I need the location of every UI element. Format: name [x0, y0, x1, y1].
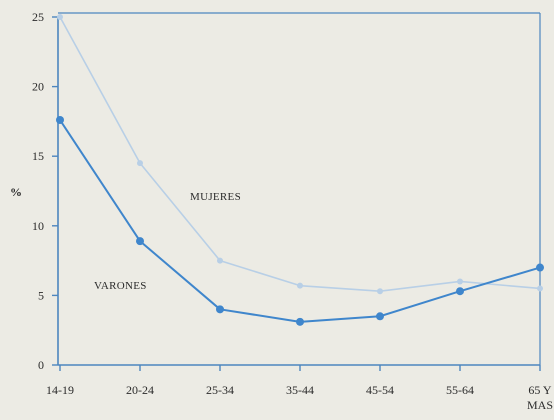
data-point [57, 14, 63, 20]
data-point [377, 288, 383, 295]
plot-frame [57, 12, 541, 366]
data-point [537, 285, 543, 292]
data-point [536, 263, 544, 272]
data-point [56, 116, 64, 125]
data-point [217, 257, 223, 264]
series-mujeres: MUJERES [57, 14, 543, 295]
series-label: MUJERES [190, 191, 241, 203]
series-line [59, 16, 541, 293]
y-tick-label: 25 [32, 10, 44, 24]
x-tick-label: 55-64 [446, 383, 474, 397]
y-tick-label: 5 [38, 288, 44, 302]
series-layer: MUJERES VARONES [56, 14, 544, 326]
x-tick-label: 45-54 [366, 383, 394, 397]
data-point [137, 160, 143, 167]
data-point [457, 278, 463, 285]
data-point [296, 317, 304, 326]
data-point [456, 287, 464, 296]
data-point [216, 305, 224, 314]
y-tick-label: 10 [32, 219, 44, 233]
y-tick-label: 20 [32, 80, 44, 94]
data-point [136, 237, 144, 246]
data-point [376, 312, 384, 321]
y-axis-label: % [10, 185, 22, 199]
y-tick-label: 15 [32, 149, 44, 163]
series-varones: VARONES [56, 116, 544, 326]
x-tick-label: 65 Y MAS [527, 383, 553, 412]
series-label: VARONES [94, 280, 147, 292]
x-tick-label: 20-24 [126, 383, 154, 397]
x-tick-label: 25-34 [206, 383, 234, 397]
x-tick-label: 14-19 [46, 383, 74, 397]
y-axis: 0 5 10 15 20 25 [32, 10, 58, 372]
x-axis: 14-19 20-24 25-34 35-44 45-54 55-64 65 Y MAS [46, 365, 553, 412]
x-tick-label: 35-44 [286, 383, 314, 397]
y-tick-label: 0 [38, 358, 44, 372]
data-point [297, 282, 303, 289]
